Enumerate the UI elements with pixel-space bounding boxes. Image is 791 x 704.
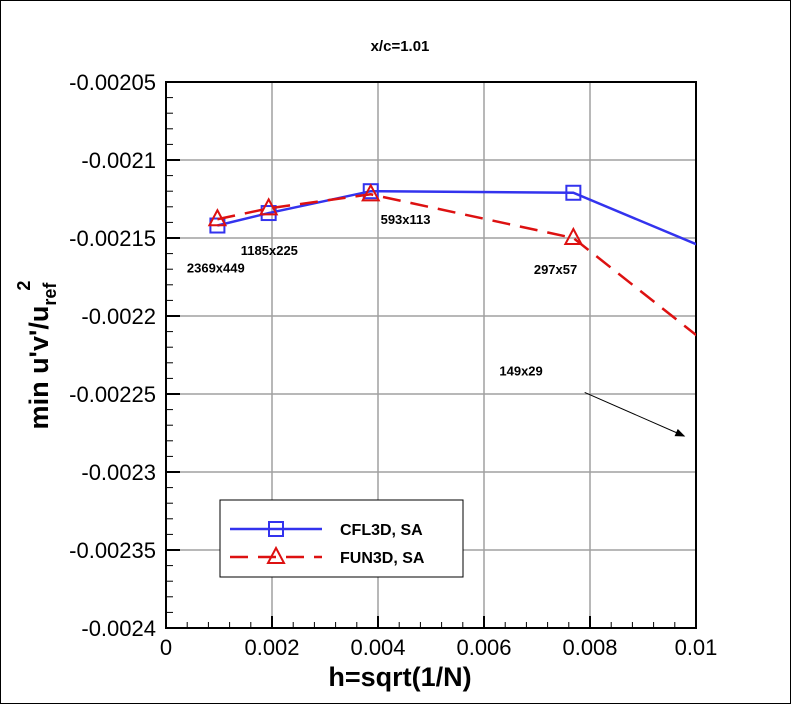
y-tick-label: -0.0021 [81, 148, 156, 173]
y-tick-label: -0.0023 [81, 460, 156, 485]
chart-title: x/c=1.01 [371, 38, 430, 55]
svg-text:min u'v'/uref2: min u'v'/uref 2 [14, 281, 60, 430]
y-tick-label: -0.0022 [81, 304, 156, 329]
grid-size-label: 1185x225 [241, 243, 298, 258]
y-axis-label-sup: 2 [14, 281, 34, 291]
x-axis-label: h=sqrt(1/N) [328, 662, 471, 692]
grid-size-label: 2369x449 [187, 260, 245, 275]
y-tick-label: -0.00225 [69, 382, 156, 407]
x-tick-label: 0.006 [456, 635, 511, 660]
y-tick-label: -0.00235 [69, 538, 156, 563]
series-line-fun3d [217, 193, 696, 337]
triangle-marker [258, 197, 279, 216]
series-line-cfl3d [217, 189, 696, 246]
y-axis-label: min u'v'/uref 2 [14, 281, 60, 430]
triangle-marker [266, 545, 286, 564]
annotation-arrow [584, 391, 686, 437]
y-axis-label-sub: ref [40, 282, 60, 306]
x-tick-label: 0.008 [562, 635, 617, 660]
legend-label: CFL3D, SA [340, 522, 423, 539]
square-marker [268, 521, 284, 537]
triangle-marker [563, 226, 584, 245]
y-tick-label: -0.00215 [69, 226, 156, 251]
grid-size-label: 297x57 [534, 262, 577, 277]
x-tick-label: 0.01 [675, 635, 718, 660]
x-tick-label: 0 [160, 635, 172, 660]
y-tick-label: -0.0024 [81, 616, 156, 641]
square-marker [565, 184, 582, 201]
annotations: 2369x449 1185x225 593x113 297x57 149x29 [187, 212, 686, 437]
axes: 0 0.002 0.004 0.006 0.008 0.01 -0.00205 -0.0021… [69, 70, 717, 660]
legend-label: FUN3D, SA [340, 550, 425, 567]
plot-border [165, 81, 697, 629]
triangle-marker [207, 208, 228, 227]
x-tick-label: 0.002 [244, 635, 299, 660]
x-tick-label: 0.004 [350, 635, 405, 660]
series-group [207, 183, 696, 337]
y-tick-label: -0.00205 [69, 70, 156, 95]
grid-size-label: 149x29 [499, 363, 542, 378]
y-axis-label-main: min u'v'/u [24, 306, 54, 430]
legend: CFL3D, SA FUN3D, SA [219, 499, 464, 578]
grid-size-label: 593x113 [381, 212, 431, 227]
triangle-marker [361, 183, 381, 202]
